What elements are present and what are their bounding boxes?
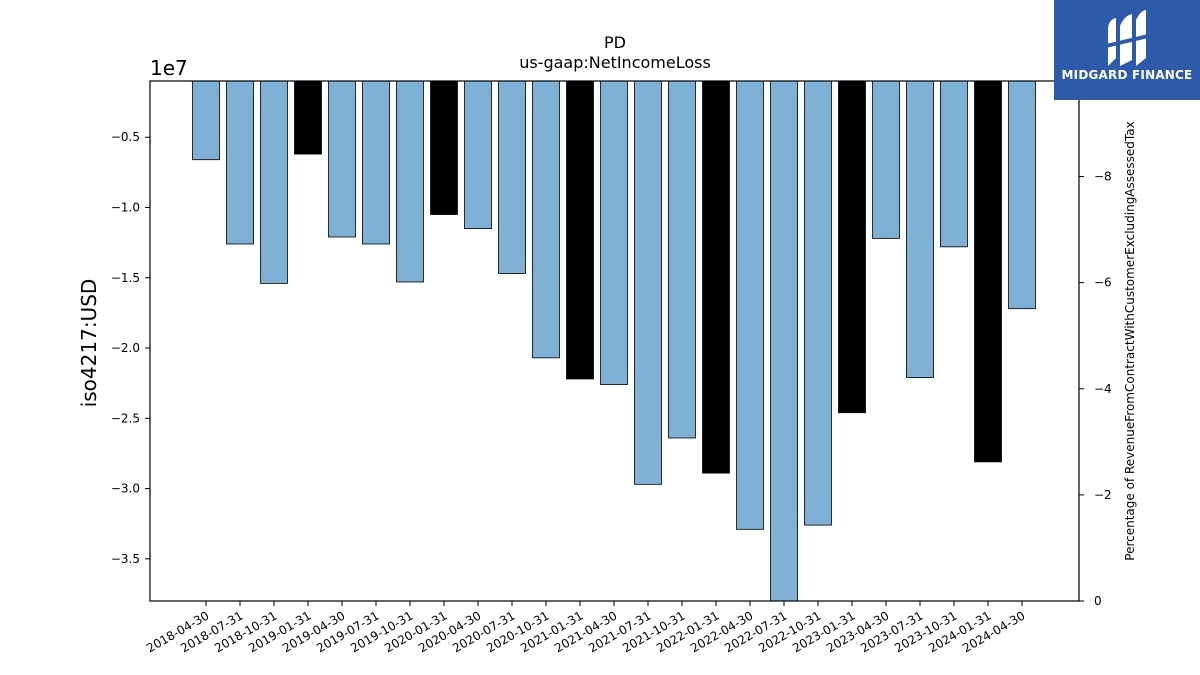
bar-2018-04-30 xyxy=(192,80,220,161)
brand-name: MIDGARD FINANCE xyxy=(1061,68,1193,82)
y2-tick-label: −4 xyxy=(1094,382,1112,396)
y-tick-label: −0.5 xyxy=(111,130,140,144)
bar-2022-01-31 xyxy=(702,80,730,474)
y-axis-label: iso4217:USD xyxy=(77,279,101,408)
midgard-logo-icon xyxy=(1106,10,1148,66)
y-tick-label: −3.5 xyxy=(111,552,140,566)
y-offset-label: 1e7 xyxy=(150,56,188,80)
y2-tick-label: 0 xyxy=(1094,594,1102,608)
bar-2021-04-30 xyxy=(600,80,628,385)
bar-2021-07-31 xyxy=(634,80,662,485)
bar-2019-07-31 xyxy=(362,80,390,245)
bar-2021-01-31 xyxy=(566,80,594,380)
bar-2023-04-30 xyxy=(872,80,900,239)
y-tick-label: −3.0 xyxy=(111,482,140,496)
bar-2021-10-31 xyxy=(668,80,696,439)
bar-2018-10-31 xyxy=(260,80,288,284)
y-tick-label: −1.0 xyxy=(111,200,140,214)
bar-2020-07-31 xyxy=(498,80,526,274)
bar-2022-07-31 xyxy=(770,80,798,602)
plot-frame xyxy=(149,80,1080,602)
bar-2023-07-31 xyxy=(906,80,934,378)
y-tick-label: −1.5 xyxy=(111,271,140,285)
bar-2023-10-31 xyxy=(940,80,968,248)
y-tick-label: −2.0 xyxy=(111,341,140,355)
y2-tick-label: −6 xyxy=(1094,276,1112,290)
brand-logo: MIDGARD FINANCE xyxy=(1054,0,1200,100)
bars-group xyxy=(192,80,1036,602)
y2-axis-ticks: 0 −2 −4 −6 −8 xyxy=(1079,170,1112,608)
bar-2024-04-30 xyxy=(1008,80,1036,310)
bar-2024-01-31 xyxy=(974,80,1002,463)
y2-axis-label: Percentage of RevenueFromContractWithCus… xyxy=(1123,121,1137,560)
bar-2019-04-30 xyxy=(328,80,356,238)
bar-2020-04-30 xyxy=(464,80,492,229)
bar-2018-07-31 xyxy=(226,80,254,245)
bar-2020-01-31 xyxy=(430,80,458,215)
chart-subtitle: us-gaap:NetIncomeLoss xyxy=(519,53,711,72)
bar-2022-04-30 xyxy=(736,80,764,530)
bar-2019-10-31 xyxy=(396,80,424,283)
y2-tick-label: −2 xyxy=(1094,488,1112,502)
x-axis-ticks: 2018-04-302018-07-312018-10-312019-01-31… xyxy=(144,601,1028,655)
bar-2019-01-31 xyxy=(294,80,322,155)
bar-2023-01-31 xyxy=(838,80,866,414)
bar-2022-10-31 xyxy=(804,80,832,526)
bar-2020-10-31 xyxy=(532,80,560,359)
y-axis-ticks: −0.5 −1.0 −1.5 −2.0 −2.5 −3.0 −3.5 xyxy=(111,130,150,566)
chart-title: PD xyxy=(604,33,626,52)
y-tick-label: −2.5 xyxy=(111,411,140,425)
y2-tick-label: −8 xyxy=(1094,170,1112,184)
